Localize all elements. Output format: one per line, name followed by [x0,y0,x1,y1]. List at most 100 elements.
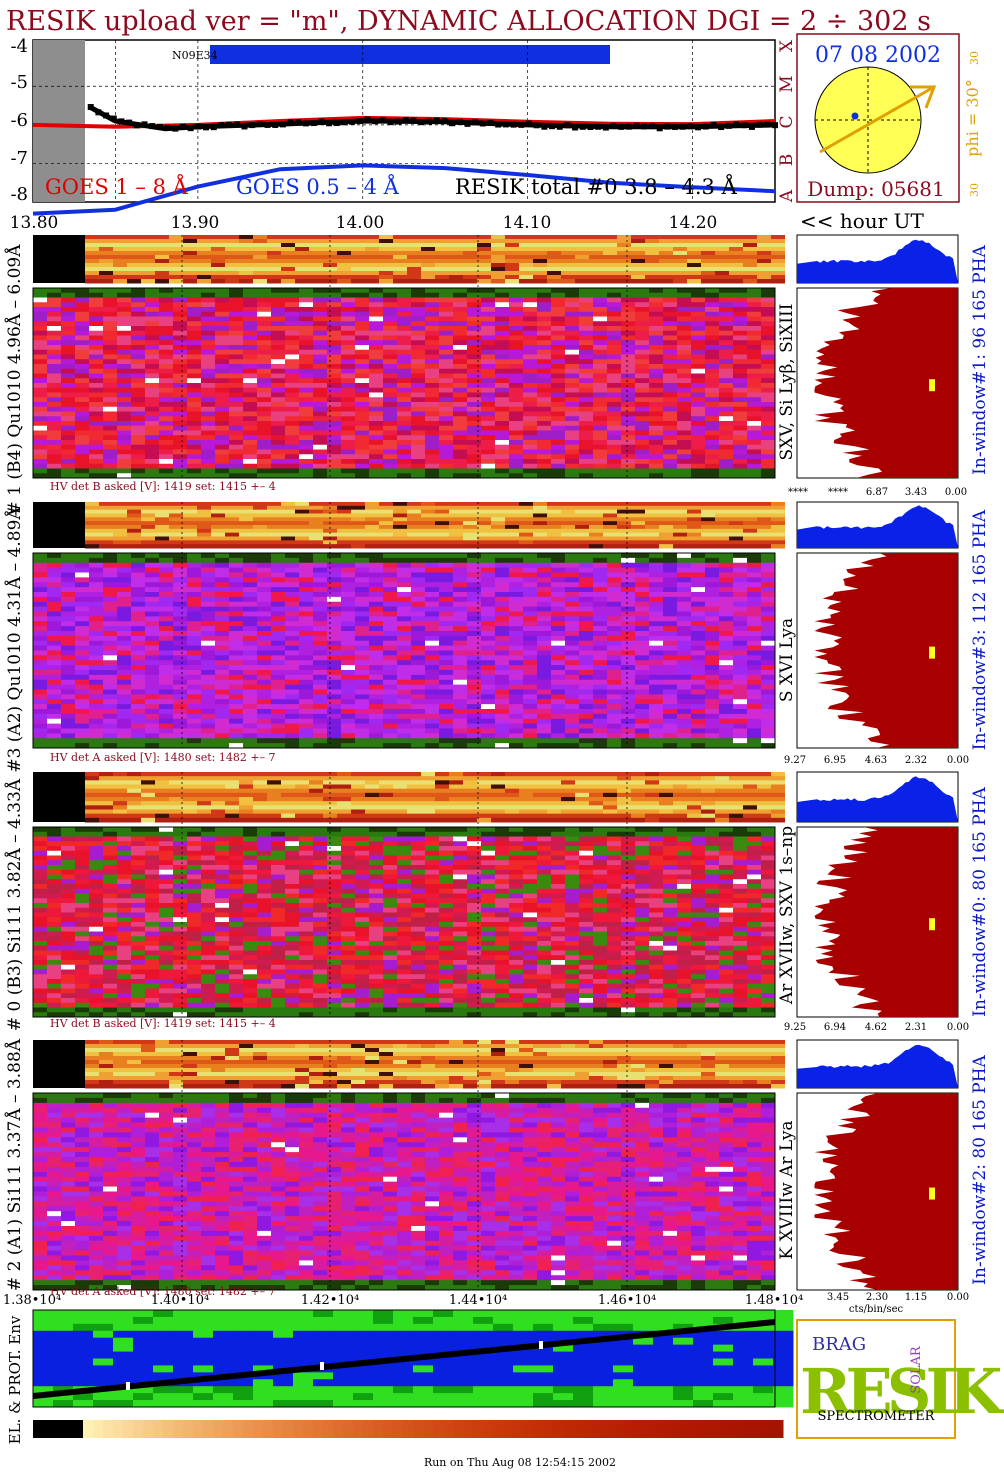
spectrogram-pixel [467,640,482,647]
strip-pixel [183,259,197,264]
strip-pixel [435,532,449,537]
strip-pixel [127,505,141,511]
spectrogram-pixel [313,330,328,336]
spectrogram-pixel [691,411,706,417]
roll-arrow-shaft [819,85,935,154]
spectrogram-pixel [103,592,118,598]
strip-pixel [589,235,603,240]
spectrogram-pixel [61,463,76,469]
spectrogram-pixel [621,321,636,327]
spectrogram-pixel [47,449,62,455]
spectrogram-pixel [509,577,524,583]
resik-point [426,118,433,125]
strip-pixel [631,259,645,264]
spectrogram-pixel [159,392,174,398]
spectrogram-pixel [187,316,202,322]
spectrogram-pixel [369,468,384,474]
spectrogram-pixel [201,449,216,455]
spectrogram-pixel [481,321,496,327]
strip-pixel [407,235,421,240]
resik-point [372,118,379,125]
spectrogram-pixel [425,340,440,346]
spectrogram-pixel [257,335,272,341]
spectrogram-pixel [719,621,734,627]
spectrogram-pixel [47,572,62,578]
spectrogram-pixel [145,670,160,676]
spectrogram-pixel [593,302,608,308]
sun-position-panel: 07 08 2002 Dump: 05681 phi = 30° 30 30 [796,33,982,203]
spectrogram-pixel [47,606,62,612]
spectrogram-pixel [341,406,356,412]
spectrogram-pixel [145,557,160,564]
spectrogram-pixel [229,288,244,294]
spectrogram-pixel [537,665,552,671]
spectrogram-pixel [467,621,482,627]
strip-pixel [589,259,603,264]
spectrogram-pixel [75,670,90,676]
spectrogram-pixel [495,383,510,389]
spectrogram-pixel [649,601,664,608]
spectrogram-pixel [131,655,146,661]
strip-pixel [449,267,463,272]
strip-pixel [687,528,701,534]
spectrogram-pixel [649,468,664,474]
strip-pixel [673,251,687,256]
strip-pixel [225,259,239,264]
spectrogram-pixel [89,640,104,647]
spectrogram-pixel [117,425,132,431]
spectrogram-pixel [579,459,594,465]
spectrogram-pixel [411,397,426,403]
spectrogram-pixel [537,349,552,355]
spectrogram-pixel [663,421,678,427]
spectrogram-pixel [355,645,370,651]
spectrogram-pixel [425,572,440,578]
spectrogram-pixel [187,557,202,564]
spectrogram-pixel [327,557,342,564]
strip-blank [33,502,85,548]
strip-pixel [505,251,519,256]
spectrogram-pixel [355,449,370,455]
spectrogram-pixel [635,354,650,360]
strip-pixel [211,255,225,260]
spectrogram-pixel [159,335,174,341]
spectrogram-pixel [467,292,482,298]
spectrogram-pixel [733,640,748,647]
strip-pixel [701,536,715,541]
strip-pixel [715,275,729,280]
strip-pixel [169,532,183,537]
spectrogram-pixel [383,635,398,642]
spectrogram-pixel [369,679,384,686]
strip-pixel [617,275,631,280]
spectrogram-pixel [47,292,62,298]
spectrogram-pixel [89,587,104,593]
strip-pixel [477,540,491,545]
spectrogram-pixel [649,435,664,441]
strip-pixel [673,532,687,537]
spectrogram-pixel [341,297,356,303]
spectrogram-pixel [257,473,272,479]
spectrogram-pixel [173,378,188,384]
strip-pixel [645,259,659,264]
spectrogram-pixel [705,626,720,632]
spectrogram-pixel [453,302,468,308]
strip-pixel [659,279,673,284]
spectrogram-pixel [411,459,426,465]
spectrogram-pixel [719,449,734,455]
spectrogram-pixel [131,553,146,559]
goes-series [32,104,778,216]
strip-pixel [519,540,533,545]
strip-pixel [575,521,589,526]
strip-pixel [225,239,239,244]
spectrogram-pixel [257,387,272,393]
spectrogram-pixel [257,621,272,627]
spectrogram-pixel [649,340,664,346]
spectrogram-pixel [607,373,622,379]
spectrogram-pixel [187,302,202,308]
spectrogram-pixel [607,596,622,603]
spectrogram-pixel [47,655,62,661]
spectrogram-pixel [467,316,482,322]
spectrogram-pixel [509,397,524,403]
strip-pixel [687,251,701,256]
spectrogram-pixel [411,411,426,417]
spectrogram-pixel [103,596,118,603]
